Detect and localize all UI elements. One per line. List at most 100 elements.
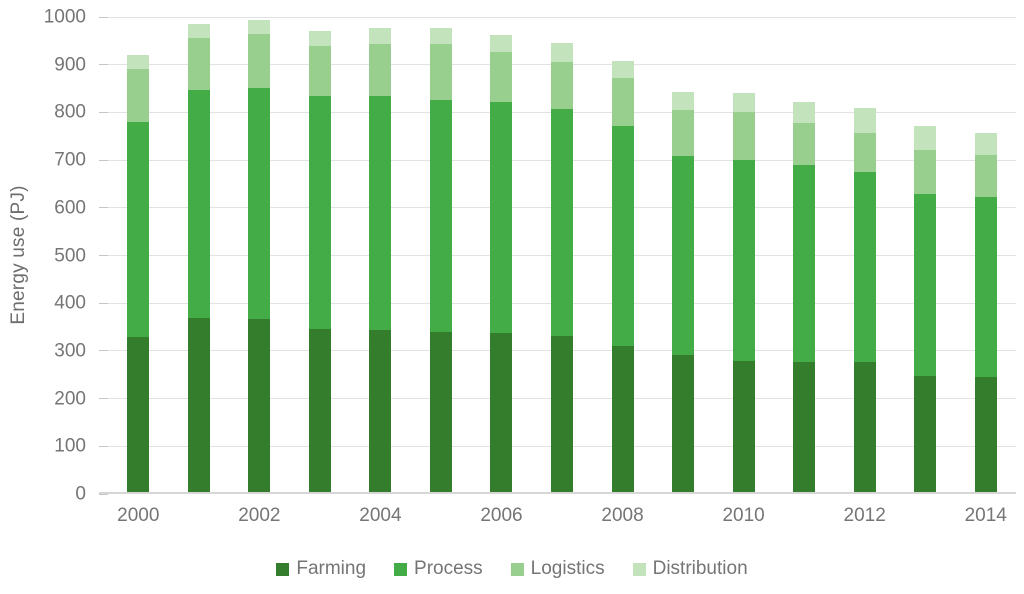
legend-marker-icon	[510, 562, 524, 576]
category-slot	[471, 17, 532, 494]
bar-segment-logistics	[248, 34, 271, 89]
stacked-bar-2010	[732, 92, 755, 494]
x-tick-label	[895, 505, 956, 527]
y-tick-label: 500	[54, 245, 86, 266]
category-slot	[350, 17, 411, 494]
y-tick-label: 900	[54, 54, 86, 76]
stacked-bar-2002	[248, 19, 271, 494]
bar-segment-farming	[550, 335, 573, 494]
y-tick-label: 700	[54, 149, 86, 171]
bar-segment-logistics	[550, 62, 573, 109]
x-axis-line	[99, 492, 1016, 494]
y-tick-mark	[99, 493, 108, 495]
bar-segment-farming	[490, 332, 513, 494]
stacked-bar-2000	[127, 55, 150, 494]
stacked-bar-2009	[672, 91, 695, 494]
y-tick-mark	[99, 16, 108, 18]
bar-segment-process	[429, 100, 452, 332]
bar-segment-farming	[793, 362, 816, 494]
stacked-bar-2011	[793, 101, 816, 494]
category-slot	[713, 17, 774, 494]
y-tick-label: 400	[54, 292, 86, 314]
bar-segment-farming	[732, 361, 755, 494]
legend-label: Farming	[296, 558, 367, 579]
x-tick-label	[532, 505, 593, 527]
category-slot	[290, 17, 351, 494]
x-tick-label: 2000	[117, 505, 160, 526]
category-slot	[229, 17, 290, 494]
bar-segment-distribution	[490, 35, 513, 53]
bar-segment-process	[308, 96, 331, 330]
y-tick-mark	[99, 159, 108, 161]
y-tick-mark	[99, 64, 108, 66]
bar-segment-logistics	[369, 44, 392, 96]
y-tick-mark	[99, 398, 108, 400]
bar-segment-process	[490, 101, 513, 333]
bar-segment-logistics	[793, 123, 816, 165]
bar-segment-logistics	[490, 52, 513, 102]
legend-marker-icon	[276, 562, 290, 576]
bar-segment-distribution	[611, 61, 634, 78]
plot-area	[99, 16, 1016, 495]
y-tick-label: 800	[54, 101, 86, 123]
y-tick-label: 1000	[43, 6, 86, 28]
bar-segment-distribution	[672, 91, 695, 110]
bar-segment-logistics	[611, 77, 634, 126]
y-axis-tick-labels: 0 100 200 300 400 500 600 700 800 900 1000	[0, 8, 86, 504]
stacked-bar-2012	[853, 107, 876, 494]
x-tick-label: 2004	[359, 505, 402, 526]
bar-segment-process	[914, 193, 937, 377]
bar-segment-distribution	[308, 31, 331, 46]
bar-segment-distribution	[793, 101, 816, 124]
bar-segment-logistics	[974, 155, 997, 197]
bar-segment-farming	[611, 345, 634, 494]
bar-segment-distribution	[914, 126, 937, 151]
x-tick-label	[169, 505, 230, 527]
y-tick-label: 100	[54, 435, 86, 457]
y-tick-mark	[99, 111, 108, 113]
legend-label: Logistics	[530, 558, 605, 579]
bar-segment-distribution	[248, 19, 271, 35]
category-slot	[169, 17, 230, 494]
x-tick-label	[653, 505, 714, 527]
bar-segment-farming	[429, 331, 452, 494]
y-tick-mark	[99, 207, 108, 209]
bar-segment-farming	[672, 354, 695, 494]
legend-marker-icon	[394, 562, 408, 576]
bar-segment-process	[187, 90, 210, 319]
bar-segment-process	[550, 108, 573, 336]
bar-segment-logistics	[308, 45, 331, 97]
category-slot	[834, 17, 895, 494]
x-tick-label: 2014	[964, 505, 1007, 526]
stacked-bar-2004	[369, 28, 392, 494]
x-tick-label: 2010	[722, 505, 765, 526]
bar-segment-farming	[853, 361, 876, 494]
legend-item-process: Process	[394, 558, 483, 580]
bar-segment-distribution	[369, 28, 392, 45]
category-slot	[895, 17, 956, 494]
category-slot	[955, 17, 1016, 494]
bar-segment-distribution	[187, 23, 210, 38]
x-tick-label	[290, 505, 351, 527]
bar-segment-distribution	[429, 28, 452, 45]
stacked-bar-2014	[974, 132, 997, 494]
legend-label: Process	[414, 558, 483, 579]
bar-segment-distribution	[974, 132, 997, 156]
bar-segment-farming	[914, 376, 937, 494]
stacked-bar-2006	[490, 35, 513, 494]
bar-segment-farming	[308, 329, 331, 494]
legend-item-farming: Farming	[276, 558, 366, 580]
y-tick-label: 200	[54, 388, 86, 410]
y-tick-mark	[99, 350, 108, 352]
bar-segment-distribution	[853, 107, 876, 133]
bar-segment-process	[793, 164, 816, 363]
legend: Farming Process Logistics Distribution	[0, 558, 1024, 580]
bar-segment-logistics	[853, 132, 876, 172]
stacked-bar-2003	[308, 31, 331, 494]
bar-segment-process	[672, 156, 695, 355]
bar-segment-distribution	[732, 92, 755, 112]
category-slot	[411, 17, 472, 494]
stacked-bar-2001	[187, 23, 210, 494]
y-tick-label: 300	[54, 340, 86, 362]
x-tick-label: 2012	[843, 505, 886, 526]
